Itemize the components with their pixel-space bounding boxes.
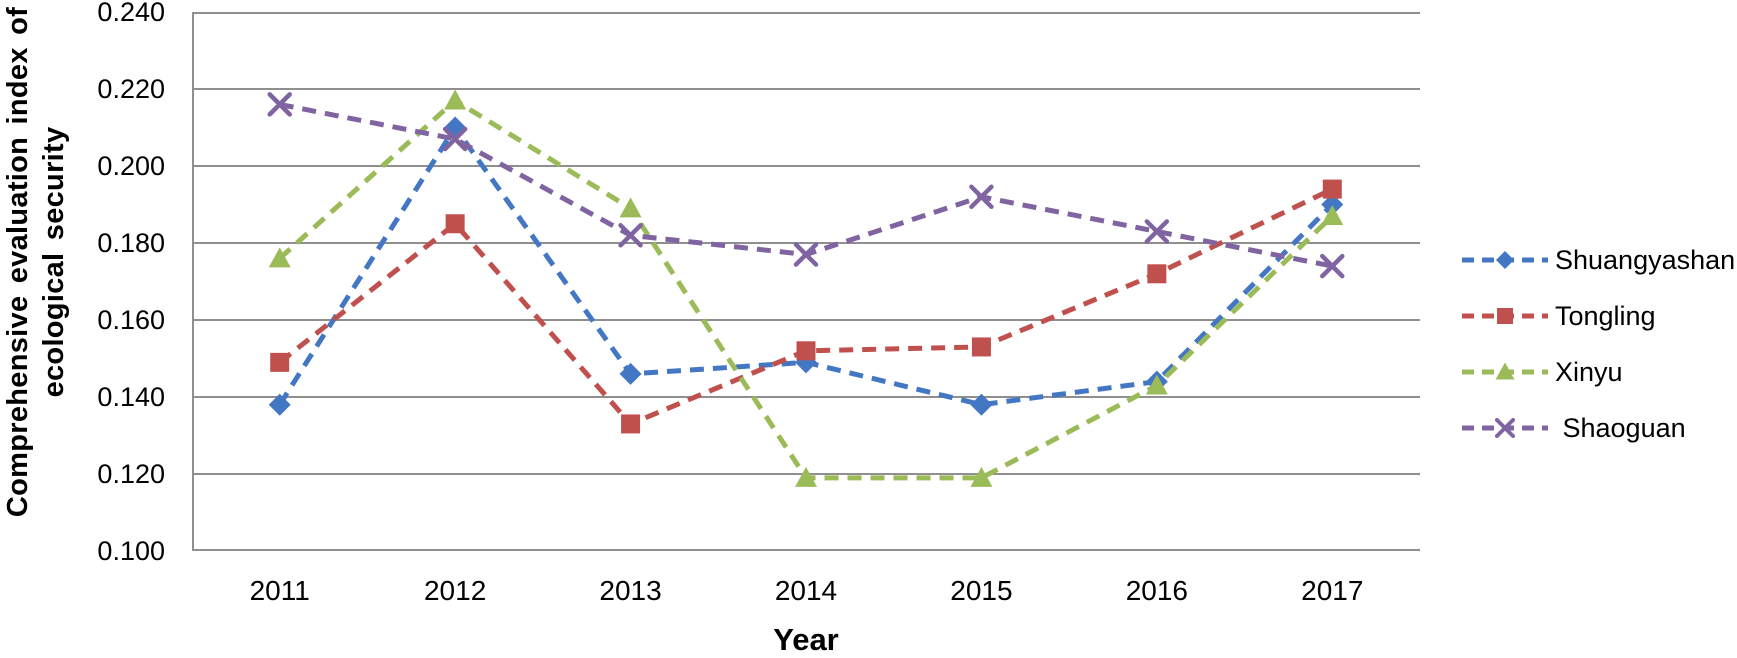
data-point-marker-square [621, 414, 641, 434]
legend-swatch [1462, 251, 1548, 269]
y-tick-label: 0.120 [97, 459, 165, 489]
data-point-marker-x [793, 242, 819, 267]
x-tick-label: 2011 [249, 575, 310, 606]
y-axis-title-line1: Comprehensive evaluation index of [2, 6, 34, 518]
data-point-marker-square [270, 352, 290, 372]
data-point-marker-triangle [619, 197, 642, 218]
data-point-marker-x [1495, 418, 1515, 438]
y-tick-label: 0.200 [97, 151, 165, 181]
y-tick-label: 0.180 [97, 228, 165, 258]
y-tick-label: 0.140 [97, 382, 165, 412]
data-point-marker-square [1497, 308, 1513, 324]
y-tick-label: 0.100 [97, 536, 165, 566]
data-point-marker-triangle [1495, 362, 1515, 380]
data-point-marker-x [267, 92, 292, 117]
data-point-marker-triangle [970, 466, 993, 487]
legend-swatch [1462, 362, 1548, 380]
legend-label: Xinyu [1555, 356, 1623, 387]
data-point-marker-x [442, 126, 468, 152]
legend-item-Xinyu: Xinyu [1462, 344, 1735, 400]
data-point-marker-triangle [268, 247, 291, 268]
data-point-marker-triangle [1321, 205, 1344, 226]
plot-area [192, 12, 1420, 551]
data-point-marker-diamond [268, 393, 291, 416]
data-point-marker-diamond [1321, 193, 1344, 216]
data-point-marker-x [618, 223, 643, 248]
x-tick-label: 2012 [423, 575, 487, 606]
data-point-marker-square [971, 337, 991, 357]
data-point-marker-x [1144, 219, 1170, 244]
legend-swatch [1462, 308, 1548, 324]
x-axis-title: Year [773, 622, 839, 657]
data-point-marker-diamond [1496, 251, 1514, 269]
series-line-Shaoguan [279, 101, 1333, 269]
x-tick-label: 2013 [599, 575, 662, 606]
data-point-marker-diamond [619, 362, 642, 385]
y-tick-label: 0.160 [97, 305, 165, 335]
legend-item-Tongling: Tongling [1462, 288, 1735, 344]
data-point-marker-triangle [1145, 374, 1168, 395]
data-point-marker-square [1147, 264, 1167, 284]
series-line-Xinyu [278, 97, 1335, 481]
legend-item-Shuangyashan: Shuangyashan [1462, 232, 1735, 288]
legend-label: Shaoguan [1555, 412, 1686, 443]
data-point-marker-square [1322, 179, 1342, 199]
data-point-marker-x [969, 184, 994, 210]
data-point-marker-square [796, 341, 816, 361]
y-tick-label: 0.220 [97, 74, 165, 104]
x-tick-label: 2015 [950, 575, 1013, 606]
data-point-marker-triangle [795, 466, 817, 487]
y-tick-label: 0.240 [97, 0, 165, 27]
legend-swatch [1462, 418, 1548, 438]
data-point-marker-diamond [970, 393, 993, 416]
legend-label: Tongling [1555, 300, 1656, 331]
x-tick-label: 2017 [1301, 575, 1364, 606]
data-point-marker-triangle [444, 89, 467, 110]
x-tick-label: 2014 [774, 575, 838, 606]
data-point-marker-square [445, 214, 465, 234]
data-point-marker-x [1320, 253, 1345, 279]
legend-item-Shaoguan: Shaoguan [1462, 400, 1735, 456]
series-line-Tongling [278, 186, 1334, 427]
legend: Shuangyashan Tongling Xinyu Shaoguan [1462, 232, 1735, 456]
x-tick-label: 2016 [1125, 575, 1188, 606]
legend-label: Shuangyashan [1555, 244, 1736, 275]
